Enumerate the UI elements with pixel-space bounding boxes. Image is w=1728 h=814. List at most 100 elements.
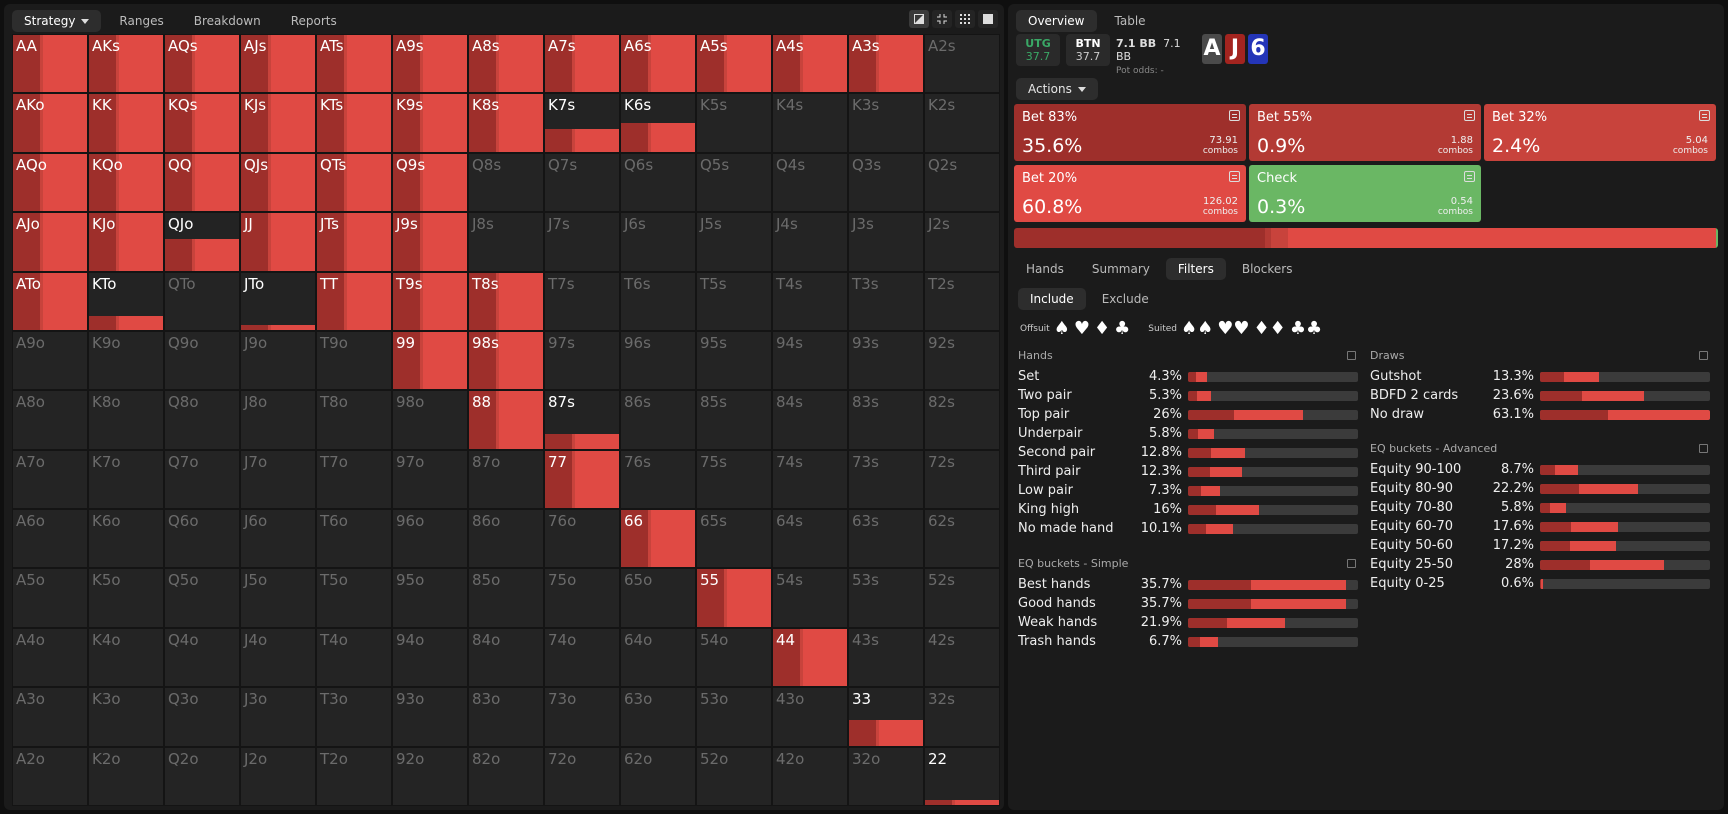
notes-icon[interactable]: [1464, 110, 1475, 121]
tab-blockers[interactable]: Blockers: [1230, 258, 1305, 280]
filter-row[interactable]: Third pair 12.3%: [1018, 462, 1358, 481]
hand-cell-J7o[interactable]: J7o: [240, 449, 316, 510]
hand-cell-J8s[interactable]: J8s: [468, 212, 544, 272]
hand-cell-AJo[interactable]: AJo: [12, 212, 88, 272]
hand-cell-97o[interactable]: 97o: [392, 449, 468, 510]
hand-cell-54o[interactable]: 54o: [696, 627, 772, 688]
hand-cell-86s[interactable]: 86s: [620, 390, 696, 450]
double-heart-icon[interactable]: ♥♥: [1217, 318, 1250, 339]
hand-cell-85s[interactable]: 85s: [696, 390, 772, 450]
hand-cell-65o[interactable]: 65o: [620, 568, 696, 628]
hand-cell-63o[interactable]: 63o: [620, 687, 696, 747]
hand-cell-K5s[interactable]: K5s: [696, 93, 772, 153]
notes-icon[interactable]: [1229, 171, 1240, 182]
hand-cell-QTs[interactable]: QTs: [316, 152, 392, 213]
notes-icon[interactable]: [1229, 110, 1240, 121]
tab-overview[interactable]: Overview: [1016, 10, 1097, 32]
hand-cell-T5o[interactable]: T5o: [316, 568, 392, 628]
player-btn[interactable]: BTN 37.7: [1066, 34, 1110, 66]
hand-cell-43s[interactable]: 43s: [848, 627, 924, 688]
heart-icon[interactable]: ♥: [1073, 318, 1090, 339]
hand-cell-88[interactable]: 88: [468, 390, 544, 450]
hand-cell-Q2o[interactable]: Q2o: [164, 746, 240, 806]
hand-cell-74o[interactable]: 74o: [544, 627, 620, 688]
tab-table[interactable]: Table: [1103, 10, 1158, 32]
action-bet-55[interactable]: Bet 55% 0.9% 1.88 combos: [1249, 104, 1481, 161]
hand-cell-K4s[interactable]: K4s: [772, 93, 848, 153]
hand-cell-96o[interactable]: 96o: [392, 509, 468, 569]
hand-cell-Q6s[interactable]: Q6s: [620, 152, 696, 213]
hand-cell-T2s[interactable]: T2s: [924, 271, 1000, 331]
hand-cell-95o[interactable]: 95o: [392, 568, 468, 628]
hand-cell-92s[interactable]: 92s: [924, 330, 1000, 391]
hand-cell-Q3s[interactable]: Q3s: [848, 152, 924, 213]
filter-row[interactable]: Equity 70-80 5.8%: [1370, 498, 1710, 517]
tab-hands[interactable]: Hands: [1014, 258, 1076, 280]
filter-row[interactable]: Equity 90-100 8.7%: [1370, 460, 1710, 479]
collapse-icon[interactable]: [1699, 444, 1708, 453]
hand-cell-A8s[interactable]: A8s: [468, 34, 544, 94]
hand-cell-QTo[interactable]: QTo: [164, 271, 240, 331]
hand-cell-52s[interactable]: 52s: [924, 568, 1000, 628]
club-icon[interactable]: ♣: [1114, 318, 1131, 339]
collapse-icon[interactable]: [1699, 351, 1708, 360]
filter-row[interactable]: Underpair 5.8%: [1018, 424, 1358, 443]
hand-cell-75o[interactable]: 75o: [544, 568, 620, 628]
hand-cell-54s[interactable]: 54s: [772, 568, 848, 628]
hand-cell-33[interactable]: 33: [848, 687, 924, 747]
hand-cell-65s[interactable]: 65s: [696, 509, 772, 569]
hand-cell-84s[interactable]: 84s: [772, 390, 848, 450]
hand-cell-K7s[interactable]: K7s: [544, 93, 620, 153]
hand-cell-85o[interactable]: 85o: [468, 568, 544, 628]
hand-cell-KJo[interactable]: KJo: [88, 212, 164, 272]
grid-icon[interactable]: [955, 10, 975, 28]
notes-icon[interactable]: [1464, 171, 1475, 182]
hand-cell-64o[interactable]: 64o: [620, 627, 696, 688]
hand-cell-ATo[interactable]: ATo: [12, 271, 88, 331]
hand-cell-Q8s[interactable]: Q8s: [468, 152, 544, 213]
tab-exclude[interactable]: Exclude: [1090, 288, 1161, 310]
hand-cell-Q4o[interactable]: Q4o: [164, 627, 240, 688]
hand-cell-T9s[interactable]: T9s: [392, 271, 468, 331]
hand-cell-T6o[interactable]: T6o: [316, 509, 392, 569]
hand-cell-J5s[interactable]: J5s: [696, 212, 772, 272]
action-bet-32[interactable]: Bet 32% 2.4% 5.04 combos: [1484, 104, 1716, 161]
hand-cell-K2o[interactable]: K2o: [88, 746, 164, 806]
hand-cell-T3o[interactable]: T3o: [316, 687, 392, 747]
hand-cell-87o[interactable]: 87o: [468, 449, 544, 510]
hand-cell-K6s[interactable]: K6s: [620, 93, 696, 153]
hand-cell-Q9o[interactable]: Q9o: [164, 330, 240, 391]
hand-cell-QJs[interactable]: QJs: [240, 152, 316, 213]
hand-cell-42s[interactable]: 42s: [924, 627, 1000, 688]
hand-cell-72o[interactable]: 72o: [544, 746, 620, 806]
hand-cell-93o[interactable]: 93o: [392, 687, 468, 747]
filter-row[interactable]: Equity 60-70 17.6%: [1370, 517, 1710, 536]
contrast-icon[interactable]: [909, 10, 929, 28]
hand-cell-Q7o[interactable]: Q7o: [164, 449, 240, 510]
hand-cell-84o[interactable]: 84o: [468, 627, 544, 688]
hand-cell-J9o[interactable]: J9o: [240, 330, 316, 391]
hand-cell-95s[interactable]: 95s: [696, 330, 772, 391]
filter-row[interactable]: BDFD 2 cards 23.6%: [1370, 386, 1710, 405]
hand-cell-94s[interactable]: 94s: [772, 330, 848, 391]
hand-cell-J9s[interactable]: J9s: [392, 212, 468, 272]
hand-cell-K3o[interactable]: K3o: [88, 687, 164, 747]
hand-cell-J2o[interactable]: J2o: [240, 746, 316, 806]
hand-cell-K8s[interactable]: K8s: [468, 93, 544, 153]
tab-strategy[interactable]: Strategy: [12, 10, 102, 32]
hand-cell-K7o[interactable]: K7o: [88, 449, 164, 510]
hand-cell-A2o[interactable]: A2o: [12, 746, 88, 806]
hand-cell-KJs[interactable]: KJs: [240, 93, 316, 153]
hand-cell-42o[interactable]: 42o: [772, 746, 848, 806]
hand-cell-TT[interactable]: TT: [316, 271, 392, 331]
tab-breakdown[interactable]: Breakdown: [182, 10, 273, 32]
hand-cell-64s[interactable]: 64s: [772, 509, 848, 569]
filter-row[interactable]: Two pair 5.3%: [1018, 386, 1358, 405]
hand-cell-62s[interactable]: 62s: [924, 509, 1000, 569]
hand-cell-43o[interactable]: 43o: [772, 687, 848, 747]
hand-cell-KTo[interactable]: KTo: [88, 271, 164, 331]
hand-cell-J2s[interactable]: J2s: [924, 212, 1000, 272]
tab-reports[interactable]: Reports: [279, 10, 349, 32]
collapse-icon[interactable]: [1347, 351, 1356, 360]
hand-cell-72s[interactable]: 72s: [924, 449, 1000, 510]
